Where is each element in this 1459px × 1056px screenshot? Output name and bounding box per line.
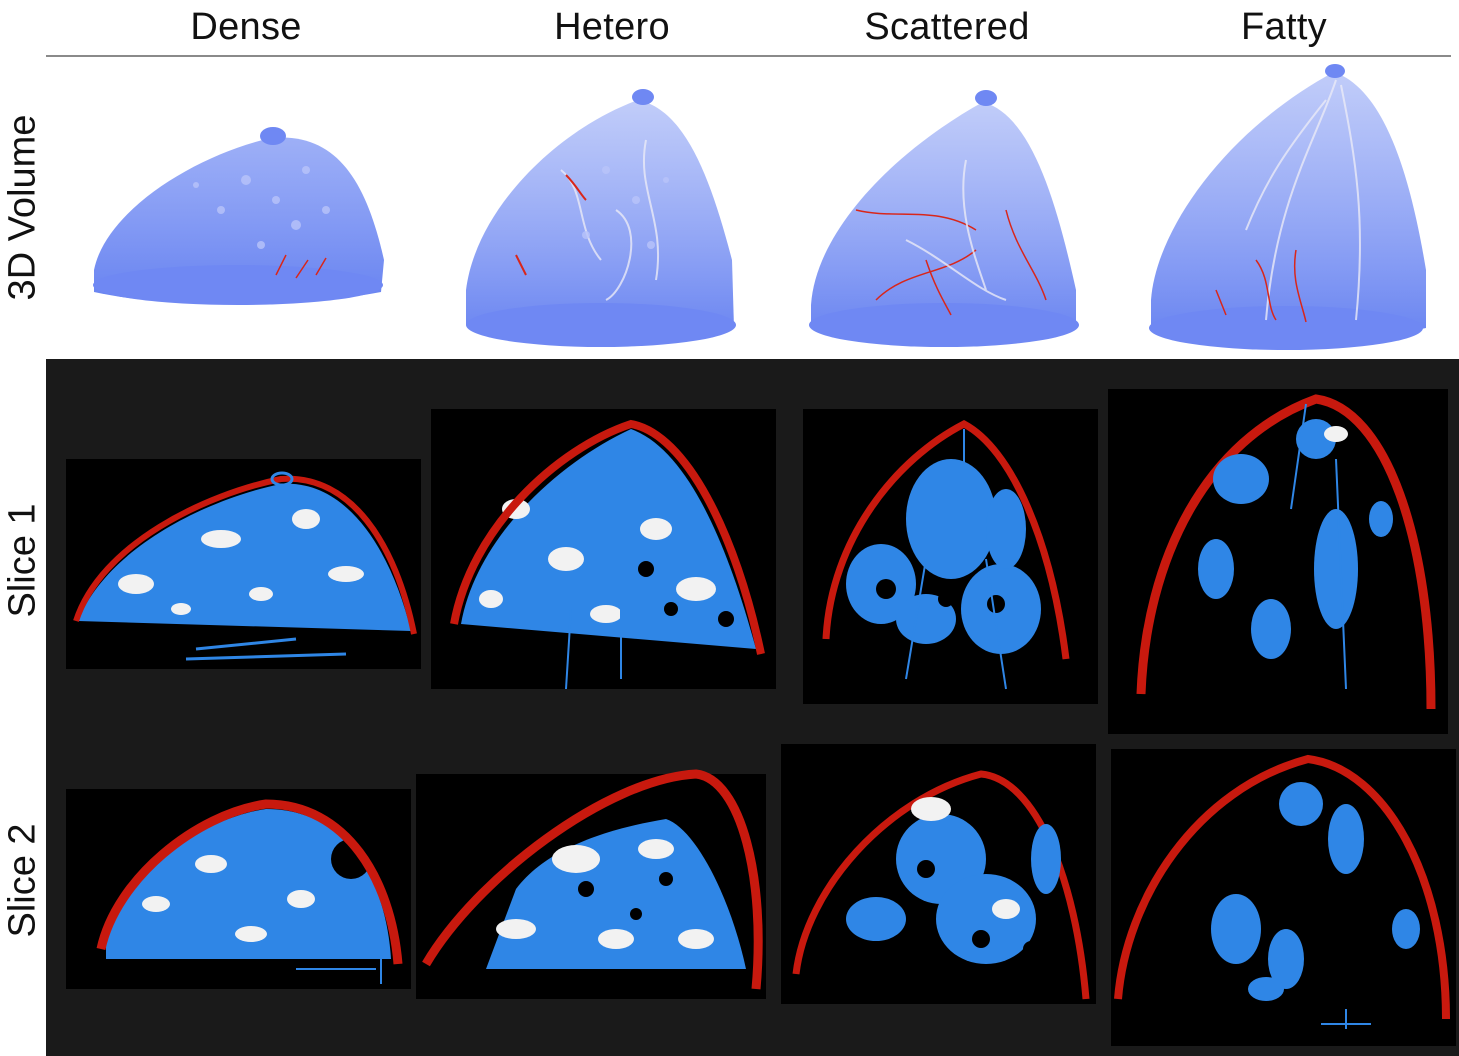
row-label-wrap-slice2: Slice 2 — [0, 730, 46, 1030]
volume-dense — [93, 127, 384, 305]
volume-row — [93, 64, 1426, 350]
row-label-wrap-slice1: Slice 1 — [0, 390, 46, 730]
slice-grid — [66, 389, 1456, 1046]
nipple-hetero — [632, 89, 654, 105]
row-label-slice-1: Slice 1 — [1, 502, 44, 618]
nipple-fatty — [1325, 64, 1345, 78]
column-header-dense: Dense — [190, 6, 302, 48]
slice1-fatty-frame — [1108, 389, 1448, 734]
slice1-scattered — [822, 420, 1070, 690]
nipple-dense — [260, 127, 286, 145]
header-divider — [46, 55, 1451, 57]
slice2-hetero — [422, 769, 763, 990]
slice2-dense — [96, 799, 403, 984]
slice1-dense — [73, 471, 417, 661]
nipple-scattered — [975, 90, 997, 106]
volume-scattered — [809, 90, 1079, 347]
volume-hetero — [466, 89, 736, 347]
slice1-fatty — [1136, 394, 1436, 710]
column-header-fatty: Fatty — [1241, 6, 1327, 48]
column-header-scattered: Scattered — [864, 6, 1030, 48]
column-header-hetero: Hetero — [554, 6, 670, 48]
volume-fatty — [1149, 64, 1426, 350]
row-label-slice-2: Slice 2 — [1, 822, 44, 938]
slice1-hetero — [450, 419, 765, 690]
row-label-wrap-volume: 3D Volume — [0, 60, 46, 355]
row-label-3d-volume: 3D Volume — [1, 114, 44, 301]
slice2-fatty — [1114, 754, 1450, 1029]
slice2-scattered — [792, 770, 1090, 1000]
